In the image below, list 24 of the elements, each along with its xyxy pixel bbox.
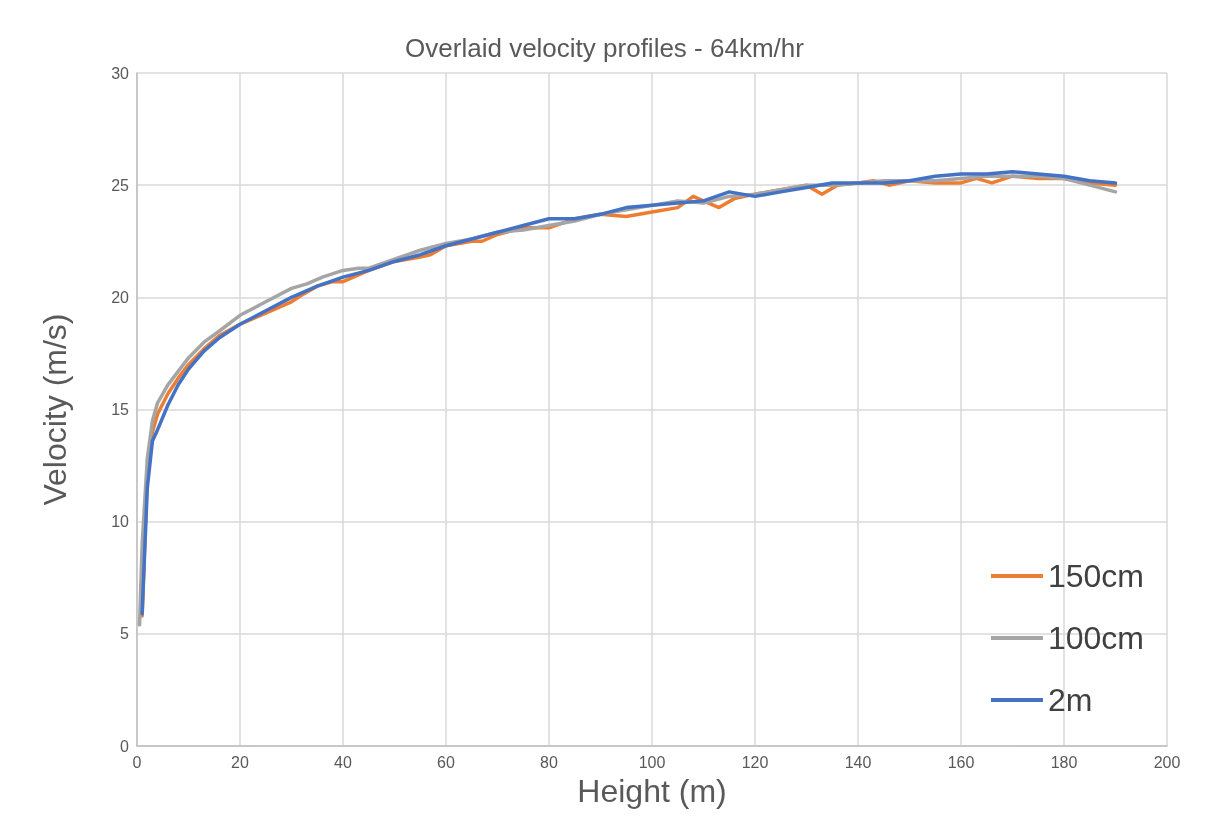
y-tick-label: 25 bbox=[111, 176, 130, 194]
y-tick-label: 0 bbox=[120, 737, 130, 755]
x-tick-label: 100 bbox=[638, 753, 666, 771]
x-tick-label: 180 bbox=[1050, 753, 1078, 771]
y-tick-label: 15 bbox=[111, 401, 130, 418]
x-tick-label: 60 bbox=[437, 753, 455, 771]
y-axis-title: Velocity (m/s) bbox=[37, 313, 73, 506]
x-tick-label: 140 bbox=[844, 753, 872, 771]
y-tick-label: 10 bbox=[111, 513, 130, 531]
x-tick-label: 40 bbox=[334, 753, 352, 771]
x-tick-label: 160 bbox=[947, 753, 975, 771]
x-axis-title: Height (m) bbox=[577, 772, 727, 809]
legend-label: 150cm bbox=[1047, 558, 1144, 594]
legend-label: 100cm bbox=[1047, 620, 1144, 656]
x-tick-label: 80 bbox=[540, 753, 558, 771]
y-tick-label: 20 bbox=[111, 288, 130, 306]
x-tick-label: 20 bbox=[231, 753, 249, 771]
x-tick-label: 200 bbox=[1153, 753, 1181, 771]
y-tick-label: 30 bbox=[111, 64, 130, 82]
legend-label: 2m bbox=[1047, 682, 1093, 718]
x-tick-label: 120 bbox=[741, 753, 769, 771]
x-tick-label: 0 bbox=[132, 753, 142, 771]
y-tick-label: 5 bbox=[120, 625, 130, 643]
chart-title: Overlaid velocity profiles - 64km/hr bbox=[405, 33, 805, 63]
